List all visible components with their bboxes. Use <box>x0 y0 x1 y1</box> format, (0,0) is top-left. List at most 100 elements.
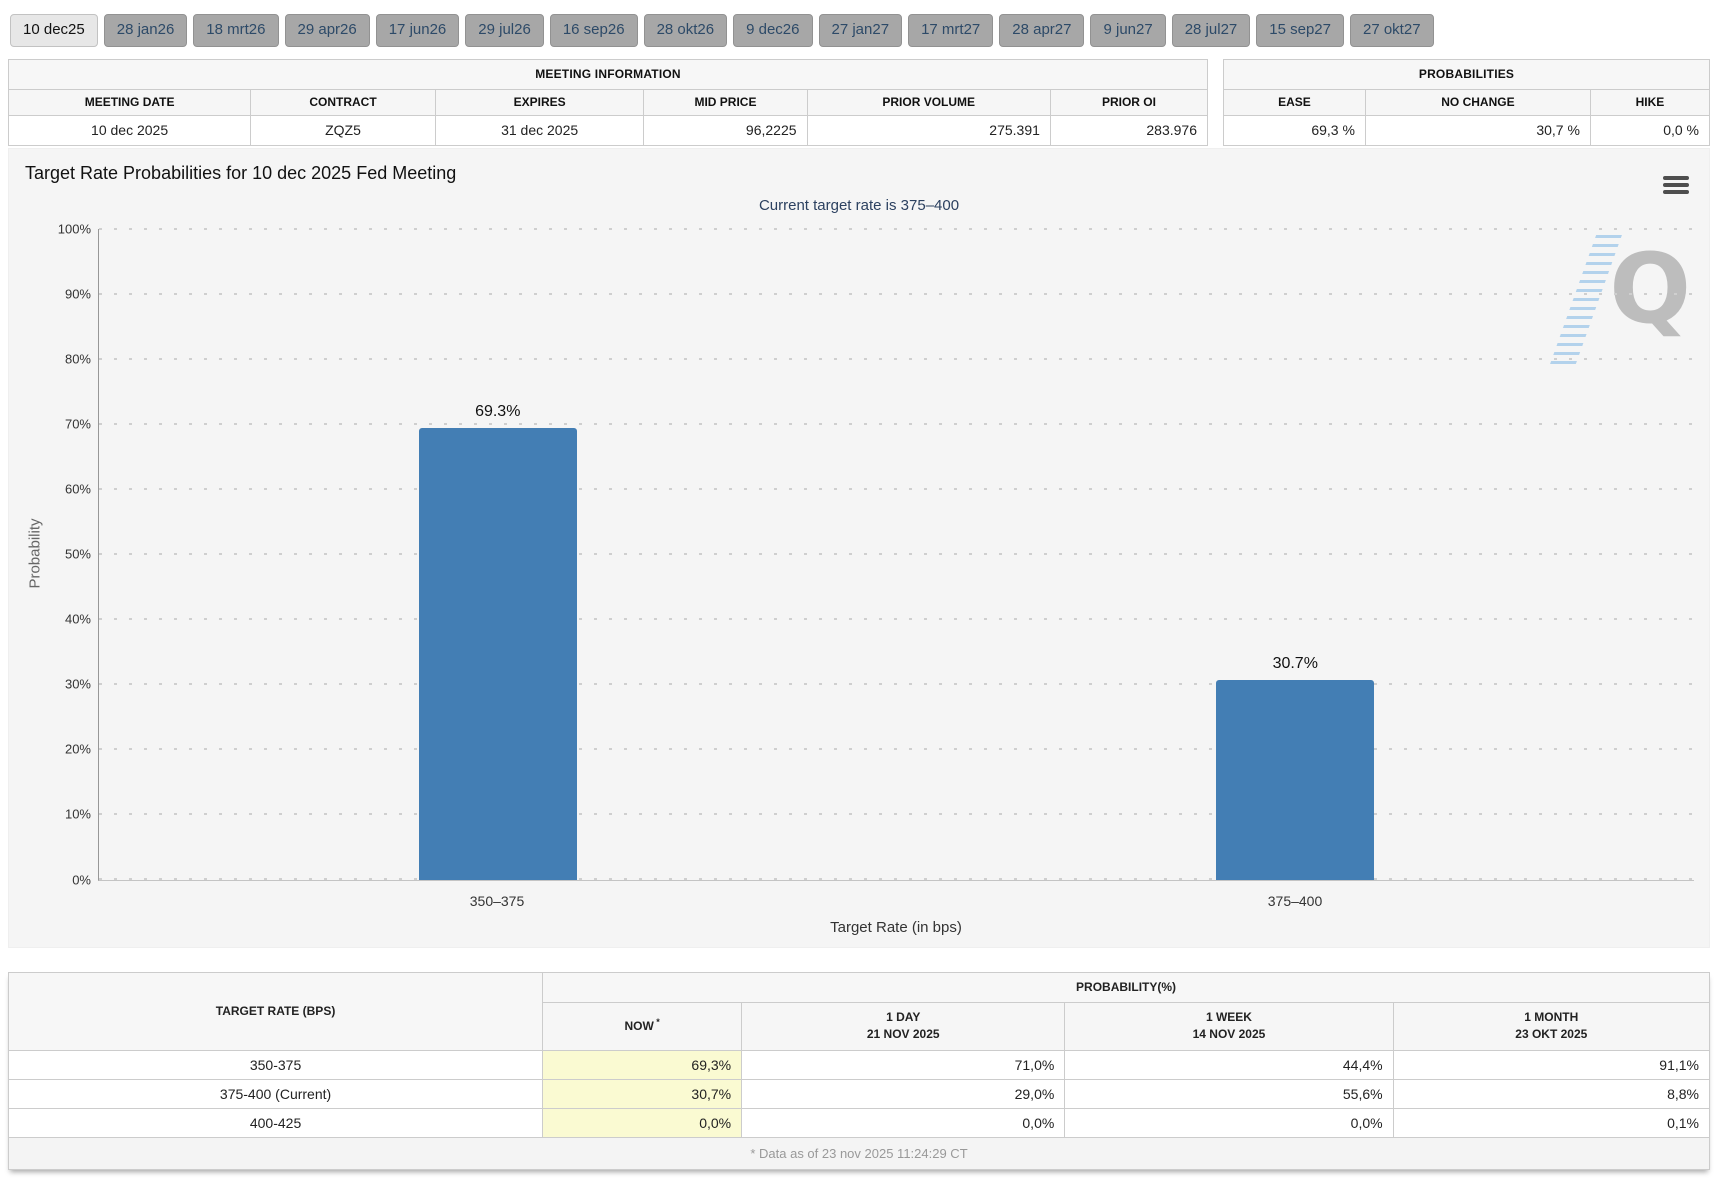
meeting-tab-9-dec26[interactable]: 9 dec26 <box>733 14 813 47</box>
y-tick-20: 20% <box>64 741 91 757</box>
history-subheader-row: NOW * 1 DAY 21 NOV 2025 1 WEEK 14 NOV 2025 1 … <box>9 1001 1711 1051</box>
chart-title: Target Rate Probabilities for 10 dec 202… <box>25 162 457 183</box>
bar-350–375 <box>418 428 577 880</box>
gridline-100 <box>99 227 1694 230</box>
history-col-0: 1 DAY 21 NOV 2025 <box>741 1001 1066 1051</box>
meeting-tab-bar: 10 dec25 28 jan26 18 mrt26 29 apr26 17 jun26… <box>10 14 1708 47</box>
y-tick-10: 10% <box>64 806 91 822</box>
prob-val-1: 30,7 % <box>1364 114 1591 146</box>
y-tick-90: 90% <box>64 286 91 302</box>
probability-history-section: TARGET RATE (BPS) PROBABILITY(%) NOW * 1 … <box>7 971 1711 1170</box>
history-val-2-0: 0,0% <box>741 1107 1066 1138</box>
meeting-tab-29-jul26[interactable]: 29 jul26 <box>465 14 544 47</box>
gridline-80 <box>99 357 1694 360</box>
meeting-tab-28-jul27[interactable]: 28 jul27 <box>1171 14 1251 47</box>
meeting-information-header-row: MEETING DATE CONTRACT EXPIRES MID PRICE PRIO… <box>7 88 1209 116</box>
history-val-1-2: 8,8% <box>1392 1078 1711 1109</box>
meeting-information-data-row: 10 dec 2025 ZQZ5 31 dec 2025 96,2225 275.391… <box>7 114 1209 146</box>
history-col-1: 1 WEEK 14 NOV 2025 <box>1064 1001 1394 1051</box>
history-rate-2: 400-425 <box>7 1107 544 1138</box>
meeting-tab-16-sep26[interactable]: 16 sep26 <box>549 14 638 47</box>
probabilities-title: PROBABILITIES <box>1223 58 1710 90</box>
meeting-tab-28-okt26[interactable]: 28 okt26 <box>643 14 728 47</box>
probability-pct-header: PROBABILITY(%) <box>542 971 1710 1003</box>
probability-history-table: TARGET RATE (BPS) PROBABILITY(%) NOW * 1 … <box>7 971 1711 1170</box>
probabilities-data-row: 69,3 % 30,7 % 0,0 % <box>1223 114 1711 146</box>
history-val-0-2: 91,1% <box>1392 1049 1711 1080</box>
history-rate-0: 350-375 <box>7 1049 544 1080</box>
target-rate-bps-header: TARGET RATE (BPS) <box>7 971 544 1051</box>
meeting-tab-18-mrt26[interactable]: 18 mrt26 <box>193 14 279 47</box>
meeting-val-0: 10 dec 2025 <box>7 114 252 146</box>
prob-val-0: 69,3 % <box>1223 114 1366 146</box>
gridline-70 <box>99 422 1694 425</box>
info-tables-row: MEETING INFORMATION MEETING DATE CONTRACT… <box>7 58 1711 146</box>
bar-value-375–400: 30.7% <box>1272 654 1318 672</box>
meeting-col-3: MID PRICE <box>643 88 808 116</box>
gridline-60 <box>99 487 1694 490</box>
history-val-0-1: 44,4% <box>1064 1049 1394 1080</box>
history-val-1-0: 29,0% <box>741 1078 1066 1109</box>
meeting-val-5: 283.976 <box>1049 114 1209 146</box>
plot-area: 0% 10% 20% 30% 40% 50% 60% 70% 80% 90% 100% 69.3% 30… <box>58 221 1694 887</box>
meeting-tab-28-apr27[interactable]: 28 apr27 <box>999 14 1085 47</box>
history-now-0: 69,3% <box>542 1049 743 1080</box>
meeting-col-0: MEETING DATE <box>7 88 252 116</box>
bar-375–400 <box>1216 679 1375 880</box>
meeting-tab-29-apr26[interactable]: 29 apr26 <box>284 14 370 47</box>
meeting-col-2: EXPIRES <box>434 88 645 116</box>
y-tick-60: 60% <box>64 481 91 497</box>
category-label-350–375: 350–375 <box>469 892 525 909</box>
meeting-tab-28-jan26[interactable]: 28 jan26 <box>103 14 188 47</box>
meeting-val-3: 96,2225 <box>643 114 808 146</box>
meeting-tab-10-dec25[interactable]: 10 dec25 <box>10 14 98 47</box>
history-row-0: 350-375 69,3% 71,0% 44,4% 91,1% <box>7 1049 1711 1080</box>
y-axis-title: Probability <box>26 517 44 589</box>
gridline-10 <box>99 813 1694 816</box>
history-val-2-2: 0,1% <box>1392 1107 1711 1138</box>
gridline-20 <box>99 748 1694 751</box>
x-axis-title: Target Rate (in bps) <box>830 918 962 936</box>
y-tick-80: 80% <box>64 351 91 367</box>
history-now-1: 30,7% <box>542 1078 743 1109</box>
meeting-tab-27-jan27[interactable]: 27 jan27 <box>818 14 903 47</box>
prob-col-0: EASE <box>1223 88 1366 116</box>
history-col-2: 1 MONTH 23 OKT 2025 <box>1392 1001 1711 1051</box>
y-tick-0: 0% <box>72 872 91 887</box>
target-rate-chart: Target Rate Probabilities for 10 dec 202… <box>8 147 1710 948</box>
meeting-tab-9-jun27[interactable]: 9 jun27 <box>1090 14 1166 47</box>
meeting-information-table: MEETING INFORMATION MEETING DATE CONTRACT… <box>7 58 1209 146</box>
y-tick-40: 40% <box>64 611 91 627</box>
gridline-0 <box>99 877 1694 880</box>
y-tick-100: 100% <box>57 221 91 236</box>
gridline-90 <box>99 292 1694 295</box>
meeting-tab-27-okt27[interactable]: 27 okt27 <box>1349 14 1434 47</box>
bar-value-350–375: 69.3% <box>475 403 521 421</box>
history-val-0-0: 71,0% <box>741 1049 1066 1080</box>
gridline-40 <box>99 618 1694 621</box>
gridline-30 <box>99 683 1694 686</box>
y-tick-50: 50% <box>64 546 91 562</box>
prob-col-1: NO CHANGE <box>1364 88 1591 116</box>
category-label-375–400: 375–400 <box>1267 892 1323 909</box>
meeting-val-2: 31 dec 2025 <box>434 114 645 146</box>
meeting-col-4: PRIOR VOLUME <box>806 88 1051 116</box>
history-col-now: NOW * <box>542 1001 743 1051</box>
meeting-col-1: CONTRACT <box>250 88 436 116</box>
chart-subtitle: Current target rate is 375–400 <box>758 196 960 214</box>
hamburger-menu-icon[interactable] <box>1663 173 1689 197</box>
y-tick-70: 70% <box>64 416 91 432</box>
meeting-tab-17-mrt27[interactable]: 17 mrt27 <box>908 14 994 47</box>
history-row-2: 400-425 0,0% 0,0% 0,0% 0,1% <box>7 1107 1711 1138</box>
y-tick-30: 30% <box>64 676 91 692</box>
history-row-1: 375-400 (Current) 30,7% 29,0% 55,6% 8,8% <box>7 1078 1711 1109</box>
probabilities-table: PROBABILITIES EASE NO CHANGE HIKE 69,3 % 30… <box>1223 58 1711 146</box>
meeting-tab-15-sep27[interactable]: 15 sep27 <box>1256 14 1344 47</box>
meeting-val-1: ZQZ5 <box>250 114 436 146</box>
prob-col-2: HIKE <box>1589 88 1711 116</box>
meeting-col-5: PRIOR OI <box>1049 88 1209 116</box>
meeting-val-4: 275.391 <box>806 114 1051 146</box>
prob-val-2: 0,0 % <box>1589 114 1711 146</box>
meeting-tab-17-jun26[interactable]: 17 jun26 <box>375 14 460 47</box>
